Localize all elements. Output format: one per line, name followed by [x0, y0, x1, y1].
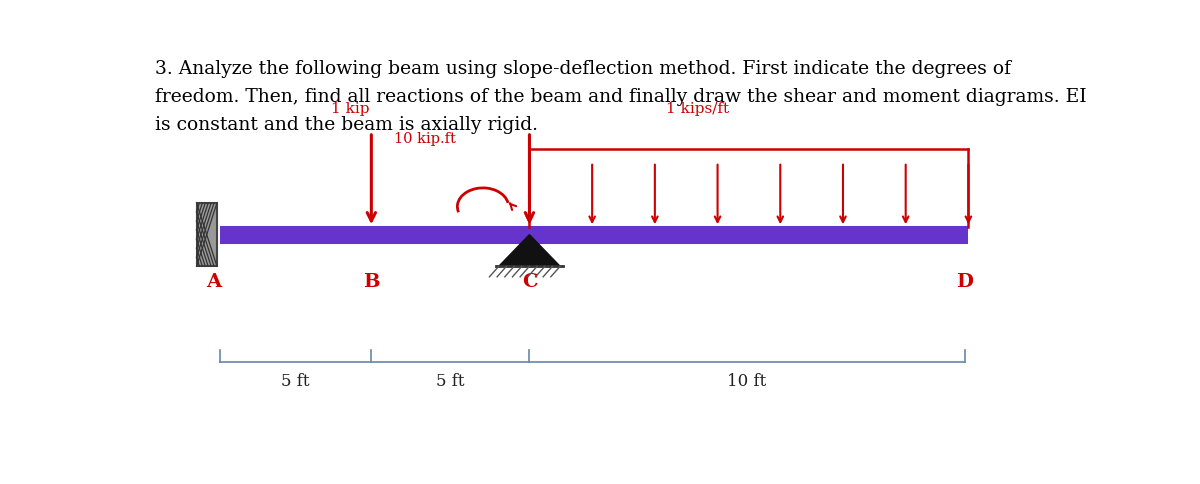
Text: is constant and the beam is axially rigid.: is constant and the beam is axially rigi…: [155, 116, 538, 134]
Text: freedom. Then, find all reactions of the beam and finally draw the shear and mom: freedom. Then, find all reactions of the…: [155, 88, 1086, 106]
Text: C: C: [522, 272, 538, 291]
Text: 10 kip.ft: 10 kip.ft: [394, 132, 456, 146]
Text: 1 kips/ft: 1 kips/ft: [666, 102, 730, 116]
Text: 5 ft: 5 ft: [436, 372, 464, 389]
Bar: [197, 203, 217, 267]
Text: B: B: [364, 272, 379, 291]
Text: 1 kip: 1 kip: [331, 102, 370, 116]
Polygon shape: [499, 235, 560, 267]
Text: 5 ft: 5 ft: [281, 372, 310, 389]
Text: A: A: [205, 272, 221, 291]
Text: 3. Analyze the following beam using slope-deflection method. First indicate the : 3. Analyze the following beam using slop…: [155, 60, 1010, 78]
Text: D: D: [956, 272, 973, 291]
Text: 10 ft: 10 ft: [727, 372, 767, 389]
